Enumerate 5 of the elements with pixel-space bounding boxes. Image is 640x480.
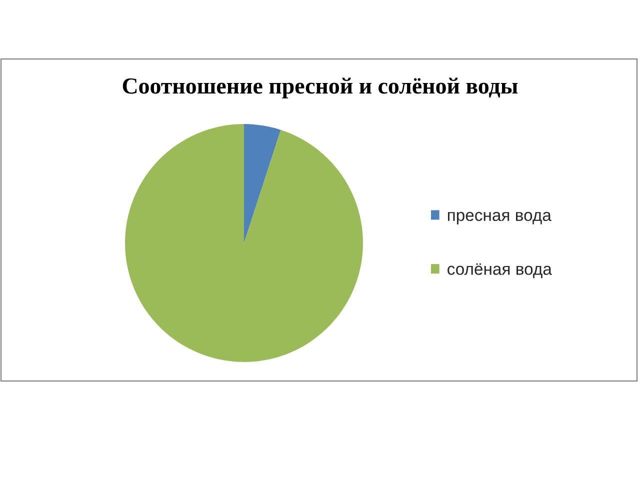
legend-label: солёная вода xyxy=(448,263,552,278)
legend-label: пресная вода xyxy=(448,212,552,224)
pie-slice xyxy=(244,124,281,244)
chart-title: Соотношение пресной и солёной воды xyxy=(122,78,518,98)
pie-slice xyxy=(125,124,363,362)
